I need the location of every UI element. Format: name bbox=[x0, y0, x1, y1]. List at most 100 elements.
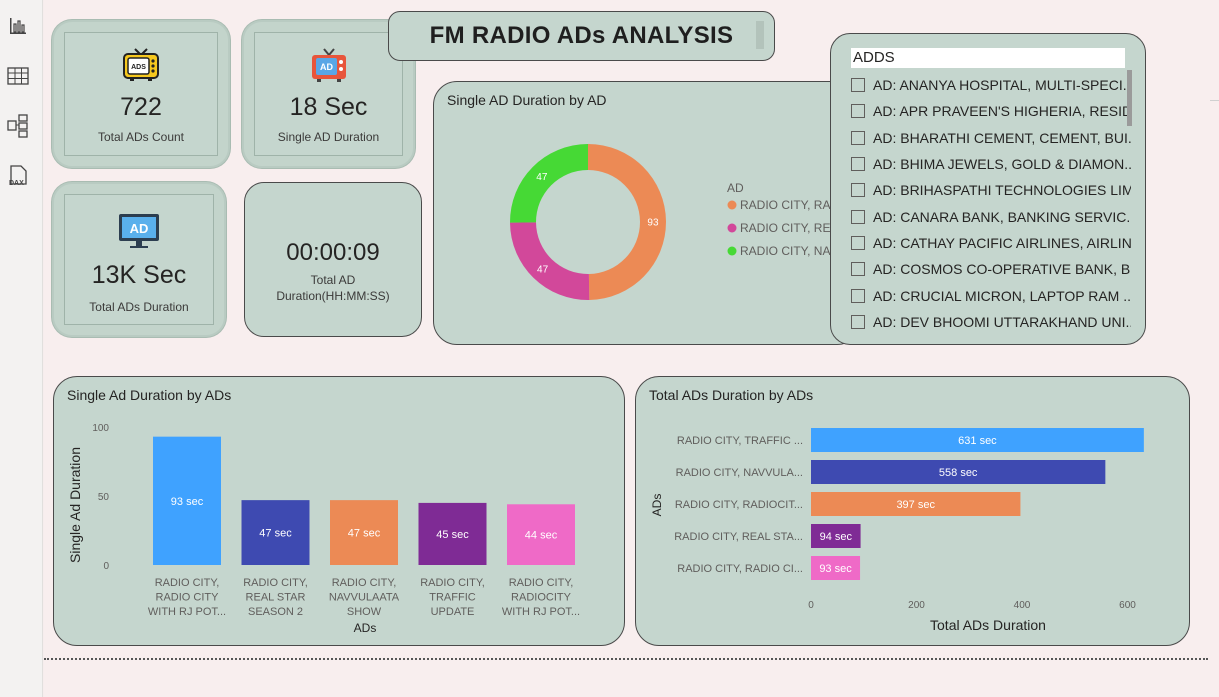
donut-legend-item[interactable]: RADIO CITY, NA... bbox=[740, 244, 840, 258]
kpi-total-ads-duration[interactable]: AD 13K Sec Total ADs Duration bbox=[52, 182, 226, 337]
donut-slice[interactable] bbox=[510, 144, 588, 223]
column-x-tick-label: TRAFFIC bbox=[429, 592, 475, 604]
donut-chart-card[interactable]: Single AD Duration by AD 93 47 47 AD RADIO… bbox=[433, 81, 861, 345]
dax-query-icon[interactable]: DAX bbox=[6, 164, 30, 188]
slicer-item[interactable]: AD: ANANYA HOSPITAL, MULTI-SPECI... bbox=[851, 72, 1131, 98]
slicer-item[interactable]: AD: DEV BHOOMI UTTARAKHAND UNI... bbox=[851, 309, 1131, 335]
column-bar[interactable] bbox=[330, 500, 398, 565]
column-y-axis-label: Single Ad Duration bbox=[67, 447, 83, 563]
slicer-item[interactable]: AD: CATHAY PACIFIC AIRLINES, AIRLIN... bbox=[851, 230, 1131, 256]
model-view-icon[interactable] bbox=[6, 114, 30, 138]
bar-bar[interactable] bbox=[811, 556, 861, 580]
column-x-tick-label: UPDATE bbox=[431, 606, 475, 618]
column-data-label: 47 sec bbox=[259, 528, 292, 540]
svg-text:AD: AD bbox=[320, 62, 333, 72]
title-scrollbar bbox=[756, 21, 764, 49]
column-x-tick-label: NAVVULAATA bbox=[329, 592, 400, 604]
slicer-checkbox[interactable] bbox=[851, 104, 865, 119]
bar-chart-card[interactable]: Total ADs Duration by ADs ADs Total ADs … bbox=[635, 376, 1190, 646]
slicer-checkbox[interactable] bbox=[851, 78, 865, 93]
bar-data-label: 93 sec bbox=[819, 563, 852, 575]
slicer-item-label: AD: BRIHASPATHI TECHNOLOGIES LIM... bbox=[873, 182, 1131, 199]
slicer-item[interactable]: AD: APR PRAVEEN'S HIGHERIA, RESIDE... bbox=[851, 98, 1131, 124]
kpi-single-ad-duration[interactable]: AD 18 Sec Single AD Duration bbox=[242, 20, 415, 168]
page-divider bbox=[44, 658, 1208, 660]
donut-legend-marker bbox=[727, 223, 737, 233]
kpi-label-line1: Total AD bbox=[310, 273, 356, 287]
slicer-scrollbar[interactable] bbox=[1127, 70, 1132, 126]
column-x-axis-label: ADs bbox=[354, 621, 377, 635]
bar-x-axis-label: Total ADs Duration bbox=[930, 617, 1046, 633]
slicer-item-label: AD: COSMOS CO-OPERATIVE BANK, B... bbox=[873, 261, 1131, 278]
column-x-tick-label: RADIO CITY, bbox=[420, 577, 485, 589]
column-x-tick-label: RADIO CITY, bbox=[243, 577, 308, 589]
bar-data-label: 94 sec bbox=[820, 531, 853, 543]
slicer-checkbox[interactable] bbox=[851, 183, 865, 198]
donut-data-label: 47 bbox=[537, 265, 549, 276]
bar-bar[interactable] bbox=[811, 428, 1144, 452]
column-x-tick-label: SEASON 2 bbox=[248, 606, 303, 618]
donut-legend-item[interactable]: RADIO CITY, RE... bbox=[740, 221, 840, 235]
column-y-tick-label: 0 bbox=[103, 561, 109, 572]
slicer-checkbox[interactable] bbox=[851, 130, 865, 145]
slicer-header: ADDS bbox=[851, 48, 1125, 68]
slicer-item[interactable]: AD: CRUCIAL MICRON, LAPTOP RAM ... bbox=[851, 282, 1131, 308]
tv-ads-icon: ADS bbox=[123, 48, 159, 81]
kpi-total-ads-duration-inner: AD 13K Sec Total ADs Duration bbox=[64, 194, 214, 325]
column-y-tick-label: 100 bbox=[92, 423, 109, 434]
slicer-item[interactable]: AD: COSMOS CO-OPERATIVE BANK, B... bbox=[851, 256, 1131, 282]
view-switcher: DAX bbox=[0, 0, 43, 697]
bar-data-label: 558 sec bbox=[939, 467, 978, 479]
donut-data-label: 93 bbox=[647, 217, 659, 228]
table-view-icon[interactable] bbox=[6, 64, 30, 88]
kpi-label: Total ADs Duration bbox=[89, 300, 189, 314]
kpi-label: Single AD Duration bbox=[277, 130, 380, 144]
donut-chart: 93 47 47 AD RADIO CITY, RA... RADIO CITY, R… bbox=[510, 144, 840, 300]
bar-x-tick-label: 400 bbox=[1014, 600, 1031, 611]
slicer-item[interactable]: AD: BRIHASPATHI TECHNOLOGIES LIM... bbox=[851, 177, 1131, 203]
donut-data-label: 47 bbox=[536, 172, 548, 183]
bar-bar[interactable] bbox=[811, 460, 1106, 484]
slicer-item-label: AD: BHARATHI CEMENT, CEMENT, BUI... bbox=[873, 129, 1131, 146]
slicer-item-label: AD: CRUCIAL MICRON, LAPTOP RAM ... bbox=[873, 287, 1131, 304]
svg-text:ADS: ADS bbox=[131, 64, 146, 71]
slicer-checkbox[interactable] bbox=[851, 157, 865, 172]
report-view-icon[interactable] bbox=[6, 14, 30, 38]
slicer-item-label: AD: ANANYA HOSPITAL, MULTI-SPECI... bbox=[873, 77, 1131, 94]
column-bar[interactable] bbox=[418, 502, 487, 565]
column-x-tick-label: RADIO CITY, bbox=[509, 577, 574, 589]
bar-y-tick-label: RADIO CITY, REAL STA... bbox=[674, 531, 803, 543]
slicer-checkbox[interactable] bbox=[851, 262, 865, 277]
column-data-label: 47 sec bbox=[348, 528, 381, 540]
kpi-total-ad-duration-hms[interactable]: 00:00:09 Total AD Duration(HH:MM:SS) bbox=[244, 182, 422, 337]
bar-x-tick-label: 0 bbox=[808, 600, 814, 611]
donut-slice[interactable] bbox=[588, 144, 667, 300]
slicer-checkbox[interactable] bbox=[851, 209, 865, 224]
bar-data-label: 397 sec bbox=[896, 499, 935, 511]
column-bar[interactable] bbox=[153, 436, 221, 565]
slicer-checkbox[interactable] bbox=[851, 288, 865, 303]
column-data-label: 44 sec bbox=[525, 530, 558, 542]
kpi-value: 13K Sec bbox=[91, 261, 187, 289]
slicer-item[interactable]: AD: CANARA BANK, BANKING SERVIC... bbox=[851, 203, 1131, 229]
kpi-value: 722 bbox=[120, 93, 162, 121]
slicer-item[interactable]: AD: BHIMA JEWELS, GOLD & DIAMON... bbox=[851, 151, 1131, 177]
right-edge-line bbox=[1210, 100, 1219, 101]
bar-bar[interactable] bbox=[811, 492, 1021, 516]
column-data-label: 45 sec bbox=[436, 529, 469, 541]
kpi-single-ad-duration-inner: AD 18 Sec Single AD Duration bbox=[254, 32, 403, 156]
report-title-card: FM RADIO ADs ANALYSIS bbox=[388, 11, 775, 61]
ads-slicer[interactable]: ADDS AD: ANANYA HOSPITAL, MULTI-SPECI...… bbox=[830, 33, 1146, 345]
bar-bar[interactable] bbox=[811, 524, 861, 548]
kpi-total-ads-count[interactable]: ADS 722 Total ADs Count bbox=[52, 20, 230, 168]
slicer-item[interactable]: AD: BHARATHI CEMENT, CEMENT, BUI... bbox=[851, 125, 1131, 151]
donut-legend-item[interactable]: RADIO CITY, RA... bbox=[740, 198, 840, 212]
column-bar[interactable] bbox=[241, 500, 310, 565]
donut-slice[interactable] bbox=[510, 222, 590, 300]
column-bar[interactable] bbox=[507, 504, 575, 565]
slicer-checkbox[interactable] bbox=[851, 235, 865, 250]
kpi-label: Total ADs Count bbox=[97, 130, 185, 144]
bar-x-tick-label: 200 bbox=[908, 600, 925, 611]
column-chart-card[interactable]: Single Ad Duration by ADs Single Ad Dura… bbox=[53, 376, 625, 646]
slicer-checkbox[interactable] bbox=[851, 314, 865, 329]
